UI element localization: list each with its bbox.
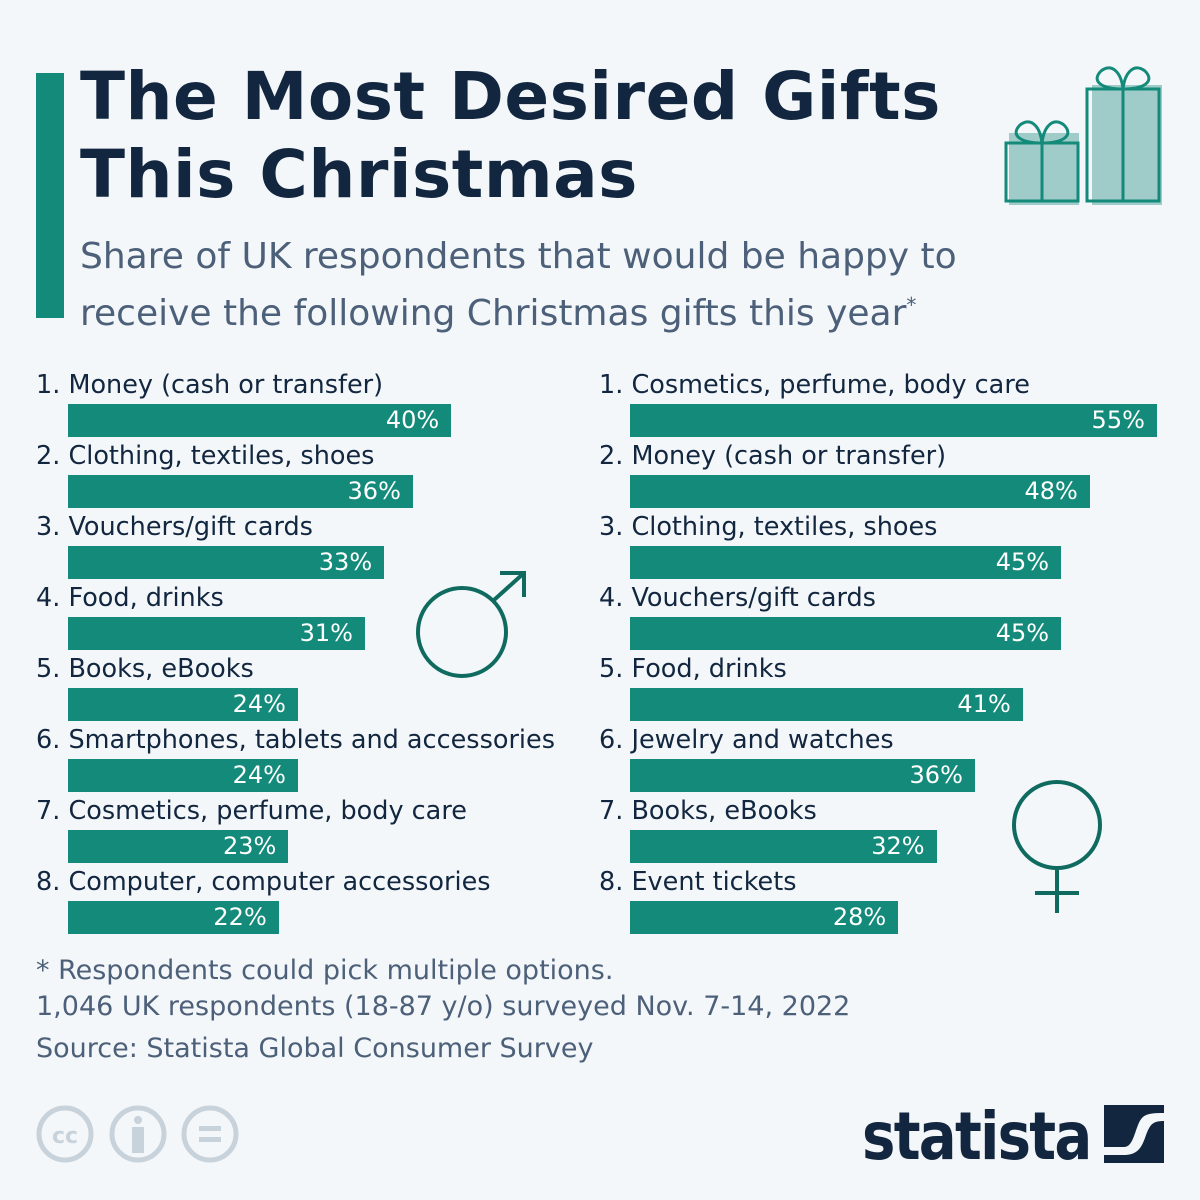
bar: 24%: [68, 688, 298, 721]
data-label: 45%: [995, 548, 1050, 576]
page-title: The Most Desired Gifts This Christmas: [80, 58, 941, 214]
category-label: 5. Food, drinks: [599, 654, 787, 684]
bar: 48%: [630, 475, 1090, 508]
category-name: Clothing, textiles, shoes: [68, 441, 375, 471]
data-label: 40%: [385, 406, 440, 434]
category-name: Food, drinks: [631, 654, 787, 684]
category-label: 4. Vouchers/gift cards: [599, 583, 876, 613]
bar: 36%: [630, 759, 975, 792]
category-label: 3. Vouchers/gift cards: [36, 512, 313, 542]
category-label: 1. Money (cash or transfer): [36, 370, 384, 400]
bar: 41%: [630, 688, 1023, 721]
data-label: 22%: [213, 903, 267, 931]
category-label: 2. Clothing, textiles, shoes: [36, 441, 375, 471]
category-label: 5. Books, eBooks: [36, 654, 254, 684]
category-name: Food, drinks: [68, 583, 224, 613]
title-accent-bar: [36, 73, 64, 318]
category-label: 7. Books, eBooks: [599, 796, 817, 826]
data-label: 45%: [995, 619, 1050, 647]
data-label: 31%: [299, 619, 353, 647]
category-label: 1. Cosmetics, perfume, body care: [599, 370, 1030, 400]
data-label: 55%: [1091, 406, 1145, 434]
title-line-2: This Christmas: [80, 136, 638, 213]
data-label: 41%: [957, 690, 1011, 718]
category-name: Cosmetics, perfume, body care: [631, 370, 1030, 400]
bar: 22%: [68, 901, 279, 934]
footnote: * Respondents could pick multiple option…: [36, 955, 614, 986]
category-name: Smartphones, tablets and accessories: [68, 725, 555, 755]
male-symbol-icon: [416, 571, 526, 678]
bar: 23%: [68, 830, 289, 863]
category-label: 6. Jewelry and watches: [599, 725, 894, 755]
bar: 33%: [68, 546, 385, 579]
cc-icon: [36, 1105, 94, 1163]
category-name: Vouchers/gift cards: [68, 512, 313, 542]
data-label: 36%: [347, 477, 401, 505]
bar: 28%: [630, 901, 899, 934]
category-name: Jewelry and watches: [631, 725, 894, 755]
category-label: 4. Food, drinks: [36, 583, 224, 613]
category-label: 6. Smartphones, tablets and accessories: [36, 725, 555, 755]
category-name: Event tickets: [631, 867, 797, 897]
category-name: Books, eBooks: [68, 654, 254, 684]
gift-boxes-icon: [1004, 66, 1162, 205]
cc-icon-text: cc: [52, 1124, 78, 1149]
title-line-1: The Most Desired Gifts: [80, 58, 941, 135]
category-name: Vouchers/gift cards: [631, 583, 876, 613]
category-name: Books, eBooks: [631, 796, 817, 826]
bar: 24%: [68, 759, 298, 792]
data-label: 23%: [222, 832, 277, 860]
data-label: 24%: [232, 761, 286, 789]
bar: 31%: [68, 617, 365, 650]
statista-logo-text: statista: [862, 1098, 1092, 1175]
bar: 45%: [630, 546, 1062, 579]
data-label: 32%: [871, 832, 925, 860]
subtitle: Share of UK respondents that would be ha…: [80, 232, 980, 338]
license-icons: cc: [36, 1105, 239, 1163]
data-label: 33%: [318, 548, 373, 576]
data-label: 28%: [832, 903, 887, 931]
subtitle-text: Share of UK respondents that would be ha…: [80, 236, 957, 334]
survey-info: 1,046 UK respondents (18-87 y/o) surveye…: [36, 991, 851, 1022]
category-name: Cosmetics, perfume, body care: [68, 796, 467, 826]
category-name: Clothing, textiles, shoes: [631, 512, 938, 542]
bar: 45%: [630, 617, 1062, 650]
category-label: 3. Clothing, textiles, shoes: [599, 512, 938, 542]
data-label: 48%: [1024, 477, 1078, 505]
bar: 36%: [68, 475, 413, 508]
bar: 40%: [68, 404, 452, 437]
female-symbol-icon: [1012, 780, 1102, 913]
no-derivatives-icon: [181, 1105, 239, 1163]
source: Source: Statista Global Consumer Survey: [36, 1033, 594, 1064]
category-label: 7. Cosmetics, perfume, body care: [36, 796, 467, 826]
category-label: 2. Money (cash or transfer): [599, 441, 947, 471]
data-label: 36%: [909, 761, 963, 789]
category-label: 8. Event tickets: [599, 867, 797, 897]
category-name: Money (cash or transfer): [68, 370, 384, 400]
attribution-icon: [109, 1105, 167, 1163]
category-name: Money (cash or transfer): [631, 441, 947, 471]
data-label: 24%: [232, 690, 286, 718]
bar: 55%: [630, 404, 1157, 437]
bar: 32%: [630, 830, 937, 863]
category-label: 8. Computer, computer accessories: [36, 867, 491, 897]
category-name: Computer, computer accessories: [68, 867, 491, 897]
subtitle-footnote-mark: *: [906, 293, 917, 317]
statista-logo-icon: [1104, 1105, 1164, 1163]
